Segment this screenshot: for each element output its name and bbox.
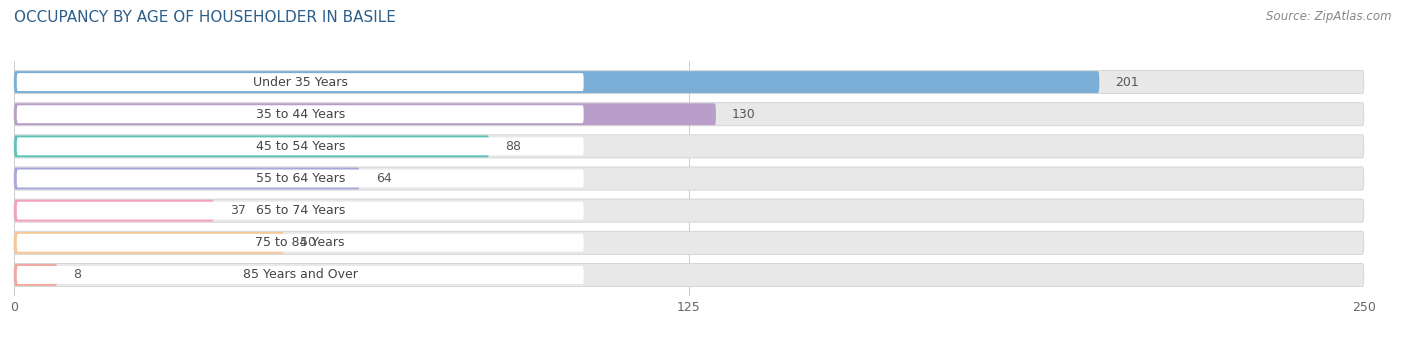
Text: 37: 37 — [231, 204, 246, 217]
Text: 75 to 84 Years: 75 to 84 Years — [256, 236, 344, 249]
Text: 50: 50 — [301, 236, 316, 249]
FancyBboxPatch shape — [17, 202, 583, 220]
Text: Source: ZipAtlas.com: Source: ZipAtlas.com — [1267, 10, 1392, 23]
FancyBboxPatch shape — [14, 71, 1099, 93]
FancyBboxPatch shape — [17, 73, 583, 91]
FancyBboxPatch shape — [17, 137, 583, 155]
FancyBboxPatch shape — [17, 105, 583, 123]
Text: 45 to 54 Years: 45 to 54 Years — [256, 140, 344, 153]
Text: OCCUPANCY BY AGE OF HOUSEHOLDER IN BASILE: OCCUPANCY BY AGE OF HOUSEHOLDER IN BASIL… — [14, 10, 396, 25]
Text: Under 35 Years: Under 35 Years — [253, 75, 347, 89]
FancyBboxPatch shape — [17, 266, 583, 284]
FancyBboxPatch shape — [14, 135, 1364, 158]
FancyBboxPatch shape — [14, 264, 58, 286]
Text: 65 to 74 Years: 65 to 74 Years — [256, 204, 344, 217]
FancyBboxPatch shape — [14, 264, 1364, 287]
FancyBboxPatch shape — [17, 234, 583, 252]
FancyBboxPatch shape — [14, 232, 284, 254]
Text: 55 to 64 Years: 55 to 64 Years — [256, 172, 344, 185]
FancyBboxPatch shape — [14, 70, 1364, 94]
FancyBboxPatch shape — [14, 231, 1364, 254]
FancyBboxPatch shape — [14, 103, 716, 125]
FancyBboxPatch shape — [17, 170, 583, 187]
Text: 35 to 44 Years: 35 to 44 Years — [256, 108, 344, 121]
FancyBboxPatch shape — [14, 168, 360, 189]
Text: 85 Years and Over: 85 Years and Over — [243, 268, 357, 282]
Text: 201: 201 — [1115, 75, 1139, 89]
Text: 8: 8 — [73, 268, 82, 282]
FancyBboxPatch shape — [14, 103, 1364, 126]
FancyBboxPatch shape — [14, 199, 1364, 222]
FancyBboxPatch shape — [14, 167, 1364, 190]
FancyBboxPatch shape — [14, 135, 489, 157]
FancyBboxPatch shape — [14, 200, 214, 222]
Text: 130: 130 — [733, 108, 756, 121]
Text: 64: 64 — [375, 172, 391, 185]
Text: 88: 88 — [505, 140, 522, 153]
